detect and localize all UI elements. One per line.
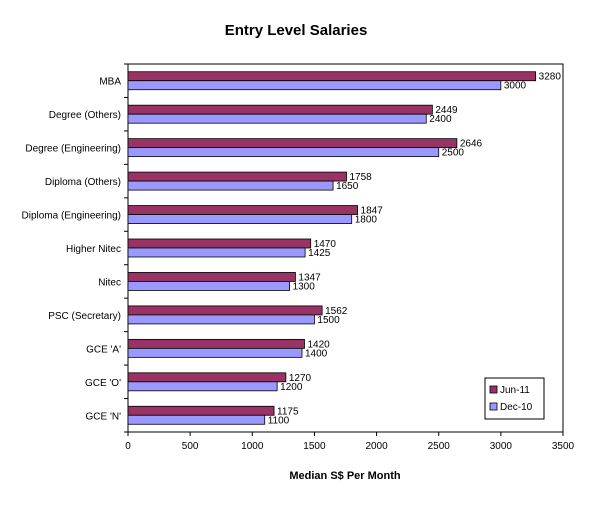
bar-jun-11 bbox=[127, 71, 537, 82]
data-label: 1300 bbox=[293, 281, 316, 292]
data-label: 2449 bbox=[435, 105, 458, 116]
category-label: GCE 'A' bbox=[86, 344, 121, 355]
bar-jun-11 bbox=[127, 338, 305, 349]
bar-dec-10 bbox=[127, 414, 266, 425]
data-label: 2646 bbox=[460, 139, 483, 150]
bar-dec-10 bbox=[127, 347, 303, 358]
data-label: 1758 bbox=[349, 172, 372, 183]
data-label: 1800 bbox=[355, 215, 378, 226]
data-label: 1400 bbox=[305, 348, 328, 359]
data-label: 1200 bbox=[280, 382, 303, 393]
bar-jun-11 bbox=[127, 305, 323, 316]
bar-jun-11 bbox=[127, 171, 347, 182]
data-label: 1420 bbox=[307, 339, 330, 350]
bar-jun-11 bbox=[127, 372, 287, 383]
data-label: 1500 bbox=[317, 315, 340, 326]
x-axis-label: Median S$ Per Month bbox=[289, 470, 401, 482]
category-label: Diploma (Others) bbox=[45, 177, 121, 188]
x-tick-label: 2000 bbox=[365, 441, 388, 452]
data-label: 1470 bbox=[314, 239, 337, 250]
data-label: 1650 bbox=[336, 181, 359, 192]
category-label: Degree (Engineering) bbox=[25, 144, 121, 155]
x-tick-label: 2500 bbox=[428, 441, 451, 452]
data-label: 3000 bbox=[504, 81, 527, 92]
data-label: 1100 bbox=[268, 415, 290, 426]
legend-label: Dec-10 bbox=[500, 402, 533, 413]
bar-dec-10 bbox=[127, 214, 353, 224]
data-label: 1347 bbox=[298, 272, 321, 283]
data-label: 1270 bbox=[289, 373, 312, 384]
data-label: 2500 bbox=[442, 148, 465, 159]
bar-jun-11 bbox=[127, 238, 312, 249]
data-label: 1847 bbox=[361, 206, 384, 217]
bar-dec-10 bbox=[127, 180, 334, 191]
plot-area: 0 500 1000 1500 2000 2500 3000 3500 MBA 3280 3000 D… bbox=[22, 63, 575, 452]
bar-dec-10 bbox=[127, 314, 315, 325]
legend-label: Jun-11 bbox=[500, 385, 530, 396]
x-tick-label: 500 bbox=[182, 441, 199, 452]
legend-box bbox=[484, 377, 545, 420]
category-label: GCE 'O' bbox=[85, 378, 121, 389]
category-label: GCE 'N' bbox=[86, 411, 122, 422]
category-label: MBA bbox=[99, 77, 121, 88]
bar-dec-10 bbox=[127, 281, 290, 291]
legend: Jun-11 Dec-10 bbox=[484, 377, 545, 420]
category-label: Degree (Others) bbox=[49, 110, 121, 121]
x-tick-label: 0 bbox=[125, 441, 131, 452]
bar-dec-10 bbox=[127, 381, 278, 392]
bar-dec-10 bbox=[127, 80, 502, 91]
category-label: Diploma (Engineering) bbox=[22, 211, 122, 222]
bar-jun-11 bbox=[127, 272, 296, 282]
bar-dec-10 bbox=[127, 247, 306, 258]
bar-jun-11 bbox=[127, 104, 433, 115]
data-label: 2400 bbox=[429, 114, 452, 125]
legend-swatch bbox=[489, 385, 498, 394]
x-tick-label: 1500 bbox=[303, 441, 326, 452]
x-tick-label: 3000 bbox=[490, 441, 513, 452]
bar-jun-11 bbox=[127, 138, 458, 149]
data-label: 3280 bbox=[539, 72, 562, 83]
data-label: 1425 bbox=[308, 248, 331, 259]
bar-jun-11 bbox=[127, 205, 358, 215]
x-tick-label: 1000 bbox=[241, 441, 264, 452]
data-label: 1562 bbox=[325, 306, 348, 317]
chart-title: Entry Level Salaries bbox=[225, 22, 368, 39]
bar-jun-11 bbox=[127, 405, 275, 416]
category-label: Nitec bbox=[98, 277, 121, 288]
x-tick-label: 3500 bbox=[552, 441, 575, 452]
bar-dec-10 bbox=[127, 113, 427, 124]
legend-swatch bbox=[489, 402, 498, 411]
bar-dec-10 bbox=[127, 147, 440, 158]
data-label: 1175 bbox=[277, 406, 299, 417]
category-label: PSC (Secretary) bbox=[48, 311, 121, 322]
category-label: Higher Nitec bbox=[66, 244, 121, 255]
